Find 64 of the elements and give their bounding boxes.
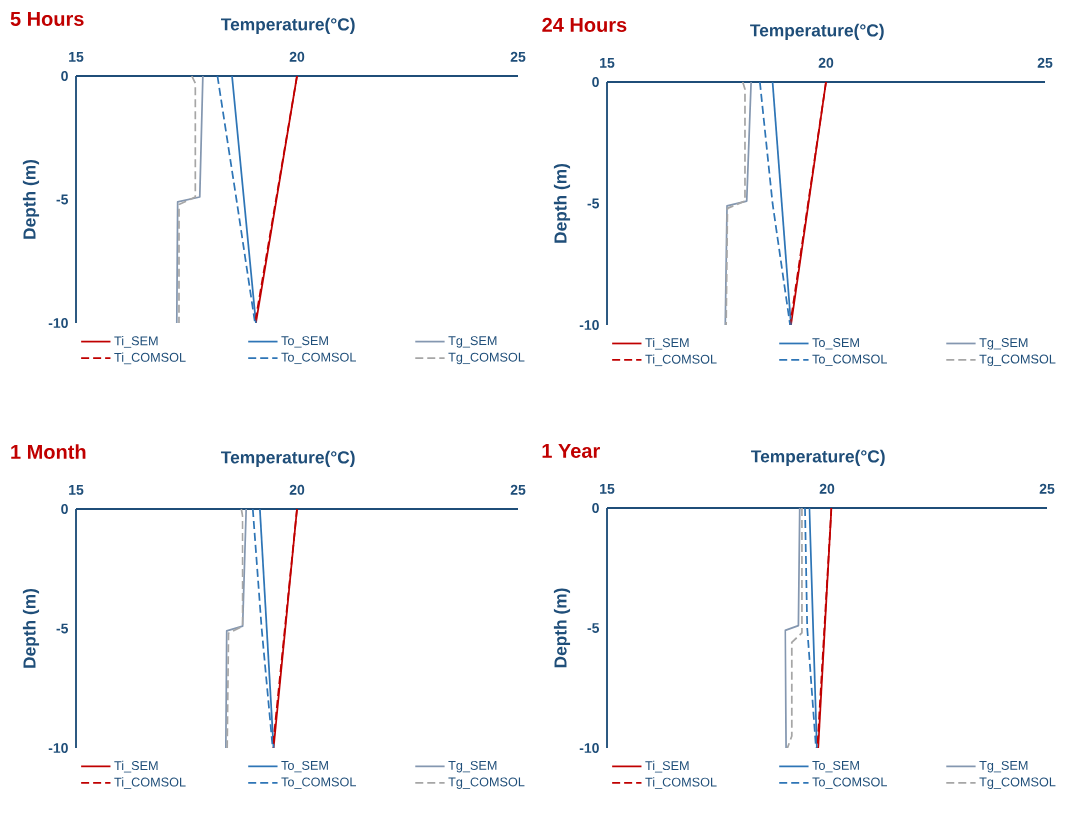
legend-label: To_SEM <box>281 760 328 773</box>
legend-label: Ti_COMSOL <box>645 777 717 789</box>
y-axis-title: Depth (m) <box>553 588 571 668</box>
line-series <box>724 81 752 325</box>
y-tick-label: -10 <box>579 320 599 330</box>
x-tick-label: 15 <box>69 485 84 495</box>
y-tick-label: -10 <box>48 743 68 753</box>
x-axis-title: Temperature(°C) <box>750 23 884 40</box>
y-axis-title: Depth (m) <box>22 588 40 668</box>
x-axis-title: Temperature(°C) <box>221 450 355 467</box>
x-tick-label: 25 <box>1037 57 1053 68</box>
y-tick-label: -10 <box>579 743 599 753</box>
y-tick-label: -5 <box>56 623 69 634</box>
legend-label: Tg_SEM <box>979 338 1028 350</box>
legend-label: To_SEM <box>812 338 859 350</box>
x-tick-label: 20 <box>818 57 834 68</box>
y-tick-label: 0 <box>61 71 68 81</box>
legend-label: Tg_COMSOL <box>979 354 1056 367</box>
legend-label: To_COMSOL <box>812 354 887 366</box>
y-axis-title: Depth (m) <box>22 159 40 239</box>
y-tick-label: 0 <box>592 503 599 513</box>
legend-label: Ti_COMSOL <box>114 777 186 789</box>
line-series <box>178 75 197 323</box>
x-axis-title: Temperature(°C) <box>751 449 885 466</box>
legend-label: To_SEM <box>281 336 328 348</box>
legend-label: Tg_COMSOL <box>448 777 525 789</box>
legend-label: To_COMSOL <box>281 777 356 789</box>
legend-label: Ti_SEM <box>114 760 158 773</box>
legend-label: To_SEM <box>812 760 859 773</box>
legend-label: Ti_COMSOL <box>645 354 717 367</box>
y-tick-label: 0 <box>592 77 599 87</box>
legend-label: To_COMSOL <box>281 352 356 365</box>
legend-label: Ti_SEM <box>645 337 689 350</box>
legend-label: Tg_COMSOL <box>448 352 525 365</box>
x-tick-label: 20 <box>289 484 305 495</box>
y-tick-label: 0 <box>61 504 68 514</box>
x-tick-label: 20 <box>289 51 305 62</box>
chart-title: 1 Month <box>11 444 86 459</box>
y-tick-label: -5 <box>587 623 600 633</box>
chart-title: 24 Hours <box>542 17 627 32</box>
x-tick-label: 25 <box>510 484 526 495</box>
line-series <box>725 81 746 325</box>
chart-title: 1 Year <box>542 444 600 458</box>
legend-label: Ti_SEM <box>645 760 689 773</box>
y-tick-label: -5 <box>587 198 600 209</box>
x-axis-title: Temperature(°C) <box>221 17 355 34</box>
y-axis-title: Depth (m) <box>553 163 571 243</box>
legend-label: To_COMSOL <box>812 777 887 789</box>
line-series <box>175 75 204 323</box>
x-tick-label: 15 <box>600 484 615 494</box>
legend-label: Tg_SEM <box>448 336 497 348</box>
x-tick-label: 15 <box>69 52 84 62</box>
legend-label: Tg_SEM <box>979 760 1028 773</box>
y-tick-label: -10 <box>48 318 68 328</box>
legend-label: Tg_SEM <box>448 760 497 773</box>
x-tick-label: 25 <box>1039 483 1055 494</box>
legend-label: Tg_COMSOL <box>979 777 1056 789</box>
x-tick-label: 25 <box>510 51 526 62</box>
chart-title: 5 Hours <box>10 11 84 26</box>
legend-label: Ti_SEM <box>114 336 158 348</box>
x-tick-label: 20 <box>819 483 835 494</box>
y-tick-label: -5 <box>56 194 69 205</box>
legend-label: Ti_COMSOL <box>114 352 186 365</box>
x-tick-label: 15 <box>600 58 615 68</box>
